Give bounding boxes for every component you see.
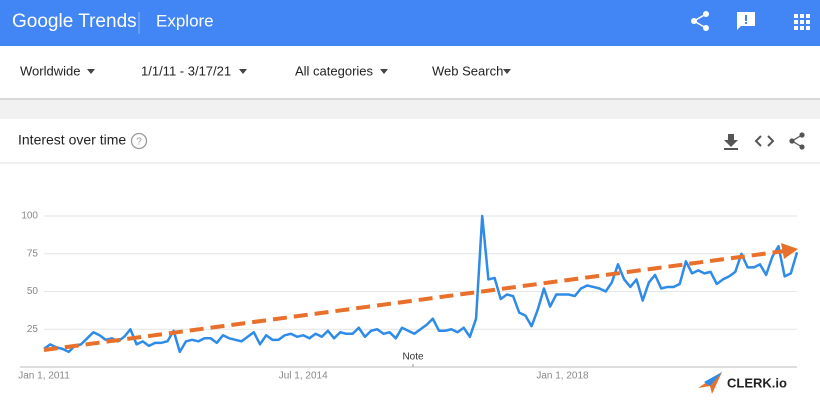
y-tick-label: 100: [21, 211, 38, 222]
filter-shadow: [0, 98, 820, 100]
series-line: [43, 214, 799, 354]
header-bar: [0, 0, 820, 46]
embed-icon[interactable]: [754, 135, 775, 147]
filter-bar: [0, 46, 820, 98]
x-tick-label: Jan 1, 2011: [18, 371, 70, 382]
feedback-icon[interactable]: [737, 12, 755, 30]
dropdown-arrow: [239, 69, 247, 74]
share-icon[interactable]: [691, 11, 709, 31]
filter-category[interactable]: All categories: [295, 63, 374, 78]
dropdown-arrow: [503, 69, 511, 74]
help-icon[interactable]: ?: [130, 132, 148, 150]
filter-date[interactable]: 1/1/11 - 3/17/21: [141, 63, 231, 78]
watermark-logo: [698, 372, 722, 394]
filter-property[interactable]: Web Search: [432, 63, 503, 78]
chart: 25 50 75 100 Jan 1, 2011 Jul 1, 2014 Jan 1, 20…: [18, 211, 799, 382]
y-tick-label: 25: [27, 324, 39, 335]
header-title: Explore: [156, 11, 214, 30]
y-tick-label: 50: [27, 286, 39, 297]
card-title: Interest over time: [18, 132, 126, 148]
x-tick-label: Jul 1, 2014: [279, 371, 328, 382]
filter-region[interactable]: Worldwide: [20, 63, 80, 78]
logo[interactable]: Google Trends: [12, 11, 137, 32]
card-share-icon[interactable]: [789, 132, 805, 150]
card: [0, 119, 820, 405]
dropdown-arrow: [380, 69, 388, 74]
apps-icon[interactable]: [794, 14, 810, 30]
y-tick-label: 75: [27, 248, 39, 259]
download-icon[interactable]: [724, 134, 738, 150]
trend-arrow: [43, 243, 798, 352]
svg-text:?: ?: [136, 137, 142, 148]
watermark: CLERK.io: [727, 375, 787, 390]
note-label: Note: [402, 352, 424, 363]
x-tick-label: Jan 1, 2018: [536, 371, 589, 382]
dropdown-arrow: [87, 69, 95, 74]
